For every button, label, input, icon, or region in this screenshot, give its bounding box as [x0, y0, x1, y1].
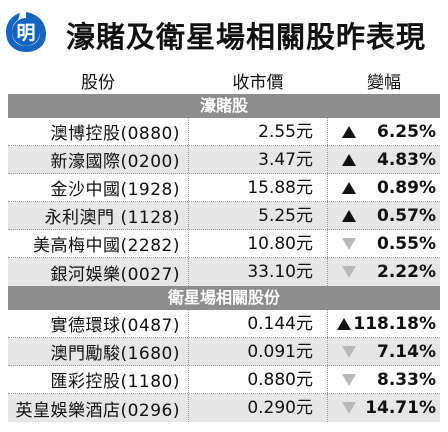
stock-name: 澳博控股(0880) [50, 124, 180, 144]
change-cell: 4.83% [328, 146, 440, 173]
stock-name: 永利澳門 (1128) [44, 208, 180, 228]
section-rows: 實德環球(0487) 0.144元 118.18% 澳門勵駿(1680) 0.091元 7… [8, 310, 440, 422]
change-cell: 0.57% [328, 202, 440, 229]
change-value: 8.33% [377, 369, 436, 390]
table-row: 英皇娛樂酒店(0296) 0.290元 14.71% [8, 394, 440, 422]
stock-name: 美高梅中國(2282) [32, 236, 180, 256]
stock-name: 澳門勵駿(1680) [50, 344, 180, 364]
down-arrow-icon [342, 373, 356, 386]
change-cell: 0.55% [328, 230, 440, 257]
change-cell: 7.14% [328, 338, 440, 365]
stock-name: 新濠國際(0200) [50, 152, 180, 172]
change-value: 0.55% [377, 233, 436, 254]
close-price: 10.80元 [188, 230, 328, 257]
change-cell: 2.22% [328, 258, 440, 286]
change-value: 7.14% [377, 341, 436, 362]
close-price: 5.25元 [188, 202, 328, 229]
table-row: 匯彩控股(1180) 0.880元 8.33% [8, 366, 440, 394]
down-arrow-icon [342, 345, 356, 358]
close-price: 2.55元 [188, 118, 328, 145]
section-rows: 澳博控股(0880) 2.55元 6.25% 新濠國際(0200) 3.47元 4.83%… [8, 118, 440, 286]
change-value: 14.71% [365, 398, 436, 418]
table-row: 澳博控股(0880) 2.55元 6.25% [8, 118, 440, 146]
change-value: 6.25% [377, 121, 436, 142]
stock-name: 匯彩控股(1180) [50, 372, 180, 392]
up-arrow-icon [342, 209, 356, 222]
table-row: 美高梅中國(2282) 10.80元 0.55% [8, 230, 440, 258]
table-body: 濠賭股澳博控股(0880) 2.55元 6.25% 新濠國際(0200) 3.47元 4.… [8, 94, 440, 422]
stock-name: 金沙中國(1928) [50, 180, 180, 200]
change-cell: 8.33% [328, 366, 440, 393]
close-price: 0.144元 [188, 310, 328, 337]
table-row: 銀河娛樂(0027) 33.10元 2.22% [8, 258, 440, 286]
header-stock: 股份 [81, 72, 115, 93]
change-cell: 6.25% [328, 118, 440, 145]
table-row: 實德環球(0487) 0.144元 118.18% [8, 310, 440, 338]
mingpao-logo-icon: 明 [6, 12, 46, 52]
up-arrow-icon [342, 181, 356, 194]
down-arrow-icon [342, 402, 356, 414]
section-header: 濠賭股 [8, 94, 440, 118]
title-bar: 明 濠賭及衛星場相關股昨表現 [0, 0, 448, 64]
change-cell: 118.18% [328, 310, 440, 337]
stock-name: 英皇娛樂酒店(0296) [15, 400, 180, 421]
up-arrow-icon [342, 125, 356, 138]
change-value: 0.89% [377, 177, 436, 198]
table-row: 澳門勵駿(1680) 0.091元 7.14% [8, 338, 440, 366]
stock-name: 銀河娛樂(0027) [50, 264, 180, 285]
close-price: 15.88元 [188, 174, 328, 201]
down-arrow-icon [342, 237, 356, 250]
stock-table: 股份 收市價 變幅 濠賭股澳博控股(0880) 2.55元 6.25% 新濠國際(02… [8, 66, 440, 422]
close-price: 0.290元 [188, 394, 328, 422]
header-change: 變幅 [367, 72, 401, 93]
close-price: 33.10元 [188, 258, 328, 286]
change-value: 2.22% [377, 262, 436, 282]
change-value: 0.57% [377, 205, 436, 226]
change-cell: 0.89% [328, 174, 440, 201]
up-arrow-icon [337, 317, 352, 330]
header-close-price: 收市價 [232, 72, 284, 93]
page-title: 濠賭及衛星場相關股昨表現 [66, 20, 427, 54]
stock-name: 實德環球(0487) [50, 316, 180, 336]
change-value: 118.18% [353, 313, 436, 334]
up-arrow-icon [342, 153, 356, 166]
table-row: 金沙中國(1928) 15.88元 0.89% [8, 174, 440, 202]
close-price: 3.47元 [188, 146, 328, 173]
section-header: 衛星場相關股份 [8, 286, 440, 310]
close-price: 0.880元 [188, 366, 328, 393]
table-row: 永利澳門 (1128) 5.25元 0.57% [8, 202, 440, 230]
close-price: 0.091元 [188, 338, 328, 365]
table-header: 股份 收市價 變幅 [8, 66, 440, 94]
change-value: 4.83% [377, 149, 436, 170]
down-arrow-icon [342, 266, 356, 278]
table-row: 新濠國際(0200) 3.47元 4.83% [8, 146, 440, 174]
logo-text: 明 [16, 22, 35, 44]
change-cell: 14.71% [328, 394, 440, 422]
